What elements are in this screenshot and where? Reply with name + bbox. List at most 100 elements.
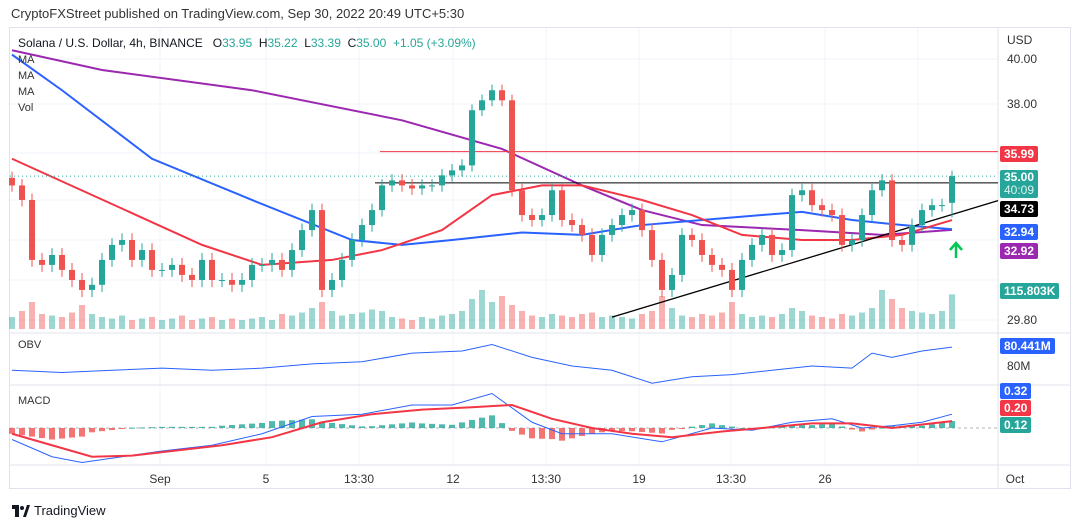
candle-body bbox=[89, 284, 95, 290]
candle-body bbox=[329, 279, 335, 290]
macd-histogram-bar bbox=[519, 428, 525, 435]
macd-histogram-bar bbox=[189, 426, 195, 428]
candle-body bbox=[659, 259, 665, 290]
macd-histogram-bar bbox=[39, 428, 45, 439]
tradingview-logo[interactable]: TradingView bbox=[12, 503, 106, 518]
candle-body bbox=[809, 190, 815, 206]
macd-histogram-bar bbox=[659, 428, 665, 434]
macd-histogram-bar bbox=[69, 428, 75, 438]
volume-bar bbox=[669, 308, 675, 329]
macd-histogram-bar bbox=[379, 425, 385, 428]
volume-bar bbox=[459, 311, 465, 329]
volume-bar bbox=[539, 317, 545, 329]
volume-bar bbox=[269, 320, 275, 329]
candle-body bbox=[409, 185, 415, 189]
macd-histogram-bar bbox=[889, 425, 895, 428]
macd-histogram-bar bbox=[699, 425, 705, 428]
close-label: C bbox=[347, 36, 357, 50]
candle-body bbox=[709, 254, 715, 265]
volume-bar bbox=[299, 312, 305, 329]
candle-body bbox=[299, 230, 305, 251]
macd-tag: 0.32 bbox=[1000, 383, 1032, 399]
candle-body bbox=[869, 190, 875, 216]
candle-body bbox=[249, 264, 255, 280]
volume-bar bbox=[329, 311, 335, 329]
axis-tick: 29.80 bbox=[1007, 313, 1038, 327]
volume-bar bbox=[749, 317, 755, 329]
obv-line bbox=[11, 343, 953, 384]
macd-histogram-bar bbox=[49, 428, 55, 440]
indicator-ma-2[interactable]: MA bbox=[18, 70, 35, 82]
published-caption: CryptoFXStreet published on TradingView.… bbox=[11, 6, 465, 21]
candle-body bbox=[889, 180, 895, 241]
volume-bar bbox=[879, 290, 885, 329]
pane-obv-label[interactable]: OBV bbox=[18, 339, 42, 351]
macd-histogram-bar bbox=[729, 426, 735, 428]
pane-macd-label[interactable]: MACD bbox=[18, 395, 51, 407]
histogram-tag: 0.12 bbox=[1000, 417, 1032, 433]
macd-histogram-bar bbox=[219, 425, 225, 428]
macd-histogram-bar bbox=[529, 428, 535, 439]
macd-histogram-bar bbox=[859, 428, 865, 432]
candle-body bbox=[819, 205, 825, 211]
candle-body bbox=[139, 250, 145, 260]
candle-body bbox=[359, 225, 365, 241]
candle-body bbox=[879, 180, 885, 191]
bar-countdown: 40:09 bbox=[1004, 183, 1035, 197]
macd-histogram-bar bbox=[789, 425, 795, 428]
macd-histogram-bar bbox=[829, 423, 835, 428]
volume-bar bbox=[639, 314, 645, 329]
time-label: 13:30 bbox=[715, 472, 747, 486]
time-label: 12 bbox=[446, 472, 460, 486]
candle-body bbox=[209, 259, 215, 280]
candle-body bbox=[419, 185, 425, 189]
macd-histogram-bar bbox=[619, 428, 625, 432]
ma-purple-line bbox=[11, 49, 953, 236]
macd-histogram-bar bbox=[839, 426, 845, 428]
candle-body bbox=[469, 110, 475, 166]
volume-bar bbox=[829, 318, 835, 329]
volume-bar bbox=[759, 315, 765, 329]
macd-histogram-bar bbox=[639, 428, 645, 432]
candle-body bbox=[909, 225, 915, 245]
candle-body bbox=[59, 254, 65, 270]
volume-bar bbox=[199, 318, 205, 329]
volume-tag: 115.803K bbox=[1000, 283, 1060, 299]
candle-body bbox=[699, 240, 705, 255]
macd-histogram-bar bbox=[919, 425, 925, 428]
macd-histogram-bar bbox=[629, 428, 635, 432]
candle-body bbox=[39, 259, 45, 265]
volume-bar bbox=[769, 317, 775, 329]
candle-body bbox=[129, 240, 135, 260]
volume-bar bbox=[189, 320, 195, 329]
indicator-vol[interactable]: Vol bbox=[18, 102, 34, 114]
macd-histogram-bar bbox=[139, 427, 145, 429]
candle-body bbox=[379, 185, 385, 211]
volume-bar bbox=[689, 317, 695, 329]
volume-bar bbox=[519, 311, 525, 329]
volume-bar bbox=[249, 318, 255, 329]
volume-bar bbox=[739, 314, 745, 329]
indicator-ma-3[interactable]: MA bbox=[18, 86, 35, 98]
candle-body bbox=[99, 259, 105, 285]
indicator-ma-1[interactable]: MA bbox=[18, 54, 35, 66]
volume-bar bbox=[289, 315, 295, 329]
volume-bar bbox=[229, 318, 235, 329]
time-label: 19 bbox=[632, 472, 646, 486]
macd-histogram-bar bbox=[239, 424, 245, 428]
candle-body bbox=[839, 215, 845, 245]
change-value: +1.05 (+3.09%) bbox=[392, 36, 476, 50]
candle-body bbox=[579, 225, 585, 235]
candle-body bbox=[669, 274, 675, 290]
volume-bar bbox=[509, 305, 515, 329]
macd-histogram-bar bbox=[59, 428, 65, 439]
volume-bar bbox=[699, 314, 705, 329]
candle-body bbox=[79, 279, 85, 290]
volume-bar bbox=[789, 308, 795, 329]
macd-histogram-bar bbox=[319, 421, 325, 428]
candle-body bbox=[259, 264, 265, 266]
volume-bar bbox=[889, 299, 895, 329]
candle-body bbox=[459, 165, 465, 171]
tradingview-brand: TradingView bbox=[34, 503, 106, 518]
